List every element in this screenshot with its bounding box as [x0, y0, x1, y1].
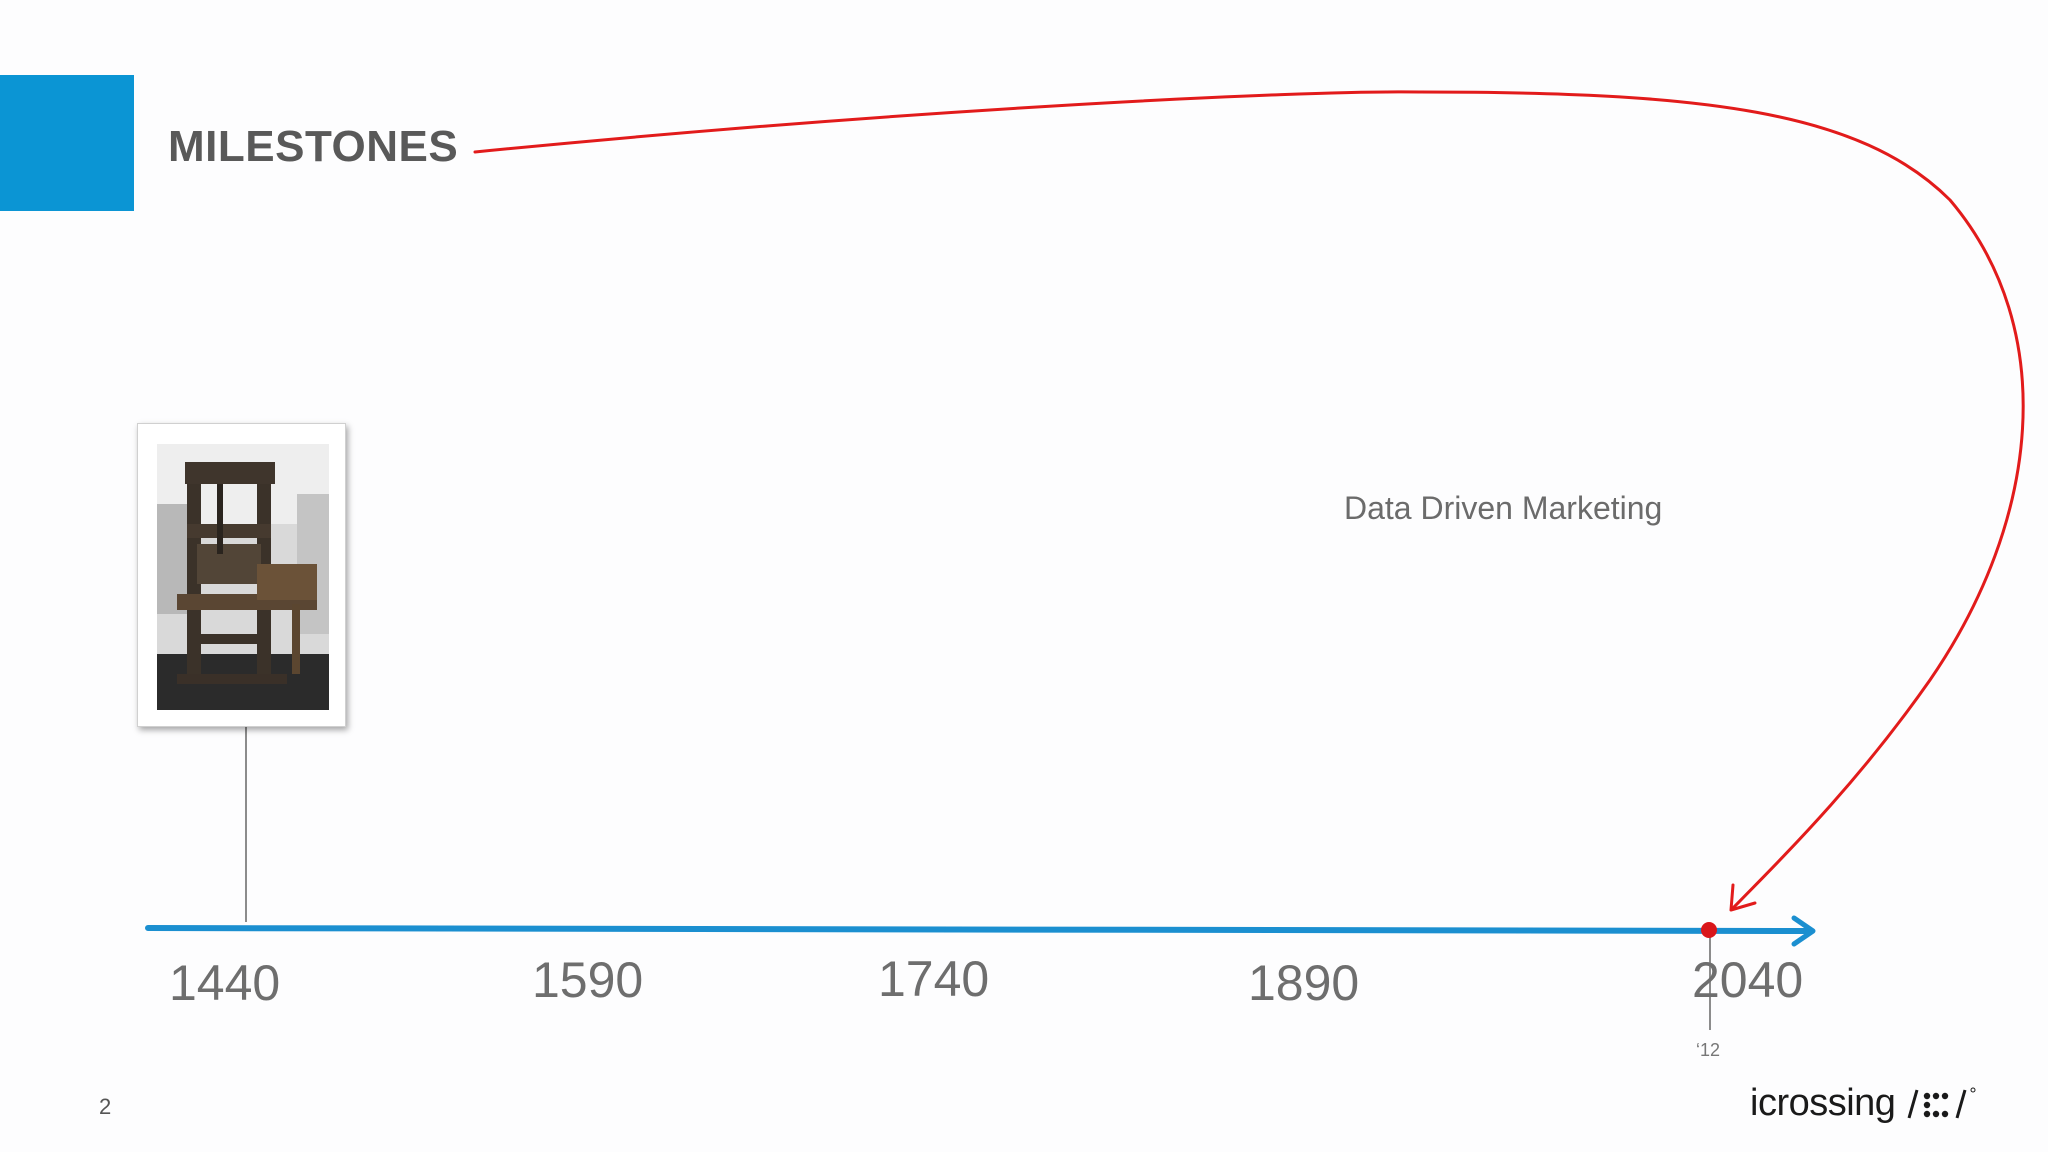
slide-title: MILESTONES	[168, 122, 459, 171]
accent-block	[0, 75, 134, 211]
printing-press-illustration	[157, 444, 329, 710]
timeline-arrowhead	[1791, 915, 1816, 947]
printing-press-photo	[157, 444, 329, 710]
year-label: 1440	[169, 955, 281, 1011]
company-logo: icrossing	[1750, 1082, 1987, 1125]
timeline-line	[145, 925, 1811, 934]
page-number: 2	[99, 1094, 112, 1119]
milestone-caption: Data Driven Marketing	[1344, 490, 1663, 526]
year-label: 1740	[878, 951, 990, 1007]
year-label: 1590	[532, 952, 644, 1008]
logo-wordmark: icrossing	[1750, 1082, 1896, 1124]
present-marker-dot	[1701, 922, 1717, 938]
logo-mark-icon	[1908, 1087, 1976, 1118]
year-label: 2040	[1692, 952, 1804, 1008]
year-label: 1890	[1248, 955, 1360, 1011]
milestone-photo-frame	[137, 423, 346, 727]
red-arrowhead	[1729, 883, 1757, 912]
marker-year-label: ‘12	[1696, 1040, 1721, 1060]
red-curved-arrow	[473, 90, 2025, 910]
